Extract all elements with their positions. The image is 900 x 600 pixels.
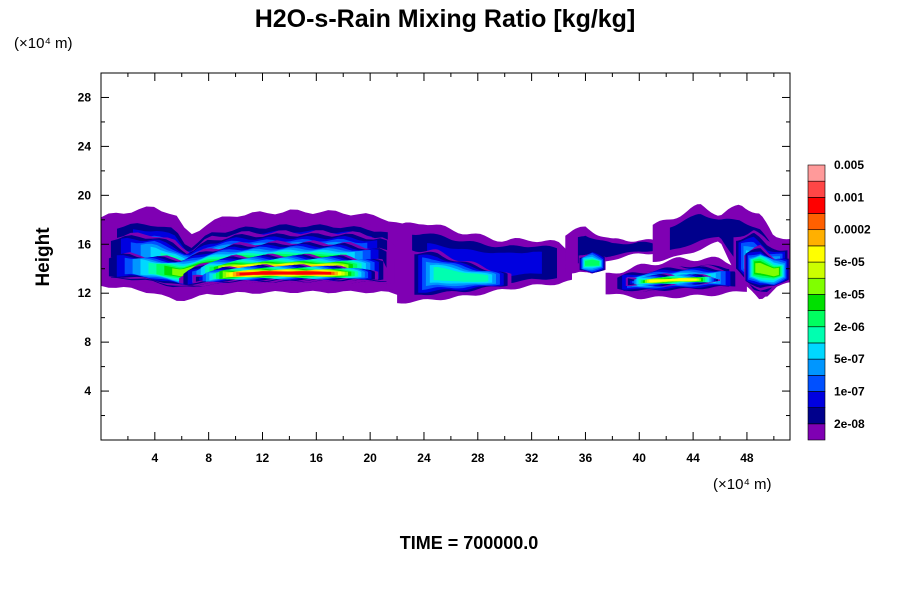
- y-unit-label: (×10⁴ m): [14, 35, 73, 52]
- contour-band-15-level-9: [755, 263, 779, 277]
- time-label: TIME = 700000.0: [400, 533, 539, 553]
- x-tick-label: 20: [363, 451, 377, 465]
- colorbar-swatch: [807, 391, 826, 408]
- colorbar-swatch: [807, 164, 826, 182]
- colorbar-swatch: [807, 229, 826, 247]
- colorbar-label: 0.001: [834, 190, 864, 204]
- colorbar-swatch: [807, 374, 826, 392]
- colorbar-label: 0.0002: [834, 223, 871, 237]
- colorbar-swatch: [807, 423, 826, 441]
- plot-frame: [100, 72, 791, 441]
- colorbar-label: 2e-06: [834, 320, 865, 334]
- y-tick-label: 24: [78, 139, 92, 153]
- colorbar-label: 1e-05: [834, 287, 865, 301]
- y-tick-label: 16: [78, 237, 92, 251]
- x-tick-label: 40: [633, 451, 647, 465]
- x-tick-label: 4: [151, 451, 158, 465]
- colorbar-label: 0.005: [834, 158, 864, 172]
- plot-border: [100, 72, 791, 441]
- x-unit-label: (×10⁴ m): [713, 476, 772, 493]
- contour-band-9-level-7: [585, 259, 600, 266]
- colorbar-swatch: [807, 342, 826, 360]
- colorbar-label: 5e-07: [834, 352, 865, 366]
- contour-band-7-level-6: [433, 267, 489, 282]
- colorbar-swatch: [807, 245, 826, 263]
- x-tick-label: 8: [205, 451, 212, 465]
- x-tick-label: 44: [686, 451, 700, 465]
- colorbar-label: 5e-05: [834, 255, 865, 269]
- x-tick-label: 16: [310, 451, 324, 465]
- colorbar-swatch: [807, 407, 826, 425]
- colorbar-swatch: [807, 213, 826, 231]
- mixing-ratio-field: [101, 204, 790, 304]
- colorbar-swatch: [807, 326, 826, 344]
- contour-band-12-level-11: [649, 278, 697, 283]
- contour-band-5-level-14: [239, 271, 332, 276]
- y-tick-label: 28: [78, 90, 92, 104]
- x-tick-label: 12: [256, 451, 270, 465]
- y-tick-label: 12: [78, 286, 92, 300]
- y-axis-title: Height: [33, 227, 54, 287]
- x-tick-label: 28: [471, 451, 485, 465]
- colorbar: 2e-08 1e-07 5e-07 2e-06 1e-05 5e-05 0.0002 0.00…: [807, 158, 871, 441]
- colorbar-label: 1e-07: [834, 384, 865, 398]
- colorbar-swatch: [807, 277, 826, 295]
- x-tick-label: 24: [417, 451, 431, 465]
- colorbar-swatch: [807, 310, 826, 328]
- x-axis: 4 8 12 16 20 24 28 32 36 40 44 48: [127, 73, 775, 465]
- colorbar-swatch: [807, 261, 826, 279]
- colorbar-swatch: [807, 358, 826, 376]
- y-tick-label: 8: [84, 335, 91, 349]
- colorbar-label: 2e-08: [834, 417, 865, 431]
- colorbar-swatch: [807, 197, 826, 214]
- y-tick-label: 20: [78, 188, 92, 202]
- y-tick-label: 4: [84, 384, 91, 398]
- colorbar-swatch: [807, 180, 826, 198]
- x-tick-label: 32: [525, 451, 539, 465]
- y-axis: 4 8 12 16 20 24 28: [78, 90, 790, 417]
- colorbar-swatch: [807, 294, 826, 311]
- x-tick-label: 48: [740, 451, 754, 465]
- x-tick-label: 36: [579, 451, 593, 465]
- chart-title: H2O-s-Rain Mixing Ratio [kg/kg]: [255, 5, 636, 33]
